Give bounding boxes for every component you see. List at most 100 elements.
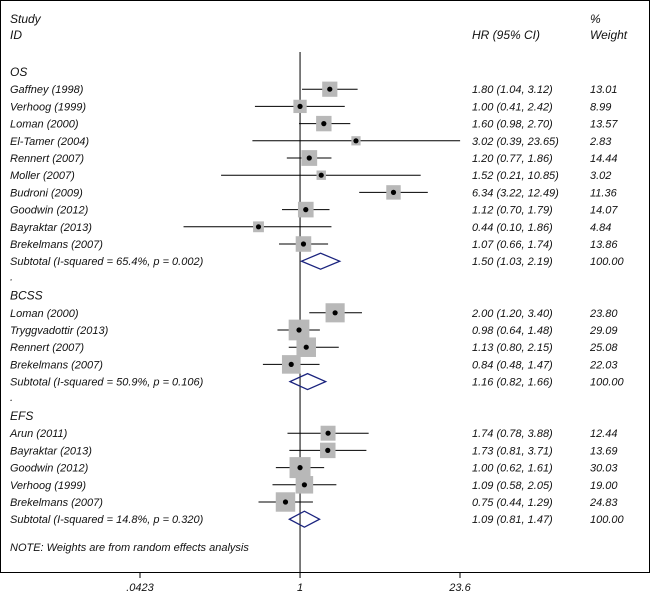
study-1-3-weight: 22.03 [589, 359, 618, 371]
study-0-2-point [321, 121, 327, 127]
study-2-3-weight: 19.00 [590, 480, 618, 492]
x-tick-label-0: .0423 [126, 582, 154, 594]
study-0-4-point [306, 155, 312, 161]
study-2-2-point [297, 465, 303, 471]
study-0-5-point [318, 172, 324, 178]
study-0-5-label: Moller (2007) [10, 170, 75, 182]
subtotal-0-ci-text: 1.50 (1.03, 2.19) [472, 256, 553, 268]
study-2-0-label: Arun (2011) [9, 428, 68, 440]
study-2-2-ci-text: 1.00 (0.62, 1.61) [472, 463, 553, 475]
study-1-3-label: Brekelmans (2007) [10, 359, 103, 371]
group-separator-1: . [10, 392, 13, 404]
header-pct: % [590, 12, 601, 26]
study-0-1-ci-text: 1.00 (0.41, 2.42) [472, 101, 553, 113]
study-1-3-ci-text: 0.84 (0.48, 1.47) [472, 359, 553, 371]
subtotal-0-diamond [299, 252, 342, 270]
group-label-bcss: BCSS [10, 289, 43, 303]
study-0-5-weight: 3.02 [590, 170, 611, 182]
study-1-0-ci-text: 2.00 (1.20, 3.40) [471, 308, 553, 320]
study-0-7-weight: 14.07 [590, 205, 618, 217]
study-0-6-ci-text: 6.34 (3.22, 12.49) [472, 187, 559, 199]
study-1-2-label: Rennert (2007) [10, 342, 84, 354]
study-2-4-ci-text: 0.75 (0.44, 1.29) [472, 497, 553, 509]
study-1-2-point [303, 344, 309, 350]
study-0-5-ci-text: 1.52 (0.21, 10.85) [472, 170, 559, 182]
study-0-6-weight: 11.36 [590, 187, 618, 199]
study-2-0-point [325, 430, 331, 436]
study-0-3-point [353, 138, 359, 144]
study-0-0-ci-text: 1.80 (1.04, 3.12) [472, 84, 553, 96]
study-2-3-point [301, 482, 308, 488]
study-0-1-point [297, 103, 303, 109]
study-0-8-weight: 4.84 [590, 222, 611, 234]
study-0-0-point [327, 86, 333, 92]
study-0-0-label: Gaffney (1998) [10, 84, 84, 96]
note-text: NOTE: Weights are from random effects an… [10, 542, 249, 554]
study-0-6-point [390, 189, 397, 195]
study-2-1-label: Bayraktar (2013) [10, 445, 92, 457]
group-separator-0: . [10, 271, 13, 283]
subtotal-0-label: Subtotal (I-squared = 65.4%, p = 0.002) [10, 256, 204, 268]
study-2-3-label: Verhoog (1999) [10, 480, 86, 492]
study-0-3-weight: 2.83 [589, 136, 612, 148]
study-0-9-weight: 13.86 [590, 239, 618, 251]
study-0-4-weight: 14.44 [590, 153, 618, 165]
study-2-1-weight: 13.69 [590, 445, 618, 457]
study-1-3-point [288, 361, 294, 367]
study-1-1-label: Tryggvadottir (2013) [10, 325, 109, 337]
study-0-6-label: Budroni (2009) [10, 187, 83, 199]
study-0-1-weight: 8.99 [590, 101, 611, 113]
study-0-3-ci-text: 3.02 (0.39, 23.65) [472, 136, 559, 148]
study-2-1-point [325, 447, 331, 453]
study-2-4-label: Brekelmans (2007) [10, 497, 103, 509]
study-2-3-ci-text: 1.09 (0.58, 2.05) [472, 480, 553, 492]
study-1-2-weight: 25.08 [589, 342, 618, 354]
study-2-2-label: Goodwin (2012) [10, 463, 89, 475]
study-0-1-label: Verhoog (1999) [10, 101, 86, 113]
study-0-4-label: Rennert (2007) [10, 153, 84, 165]
group-label-efs: EFS [10, 409, 33, 423]
study-1-0-label: Loman (2000) [10, 308, 79, 320]
study-2-0-ci-text: 1.74 (0.78, 3.88) [472, 428, 553, 440]
x-tick-label-2: 23.6 [448, 582, 471, 594]
study-1-1-weight: 29.09 [589, 325, 618, 337]
study-0-9-ci-text: 1.07 (0.66, 1.74) [472, 239, 553, 251]
study-2-4-weight: 24.83 [589, 497, 618, 509]
study-0-7-ci-text: 1.12 (0.70, 1.79) [472, 205, 553, 217]
study-0-8-point [255, 224, 262, 230]
header-weight: Weight [590, 28, 628, 42]
subtotal-2-weight: 100.00 [590, 514, 625, 526]
header-hr: HR (95% CI) [472, 28, 540, 42]
study-1-2-ci-text: 1.13 (0.80, 2.15) [472, 342, 553, 354]
subtotal-1-ci-text: 1.16 (0.82, 1.66) [472, 377, 553, 389]
study-0-0-weight: 13.01 [590, 84, 618, 96]
header-study: Study [10, 12, 42, 26]
subtotal-2-ci-text: 1.09 (0.81, 1.47) [472, 514, 553, 526]
x-tick-label-1: 1 [297, 582, 303, 594]
study-0-2-ci-text: 1.60 (0.98, 2.70) [472, 119, 553, 131]
study-1-1-point [296, 327, 302, 333]
study-0-4-ci-text: 1.20 (0.77, 1.86) [472, 153, 553, 165]
subtotal-0-weight: 100.00 [590, 256, 625, 268]
subtotal-2-diamond [287, 510, 321, 528]
study-2-1-ci-text: 1.73 (0.81, 3.71) [472, 445, 553, 457]
study-1-0-weight: 23.80 [589, 308, 618, 320]
study-2-2-weight: 30.03 [590, 463, 618, 475]
study-0-2-weight: 13.57 [590, 119, 618, 131]
subtotal-2-label: Subtotal (I-squared = 14.8%, p = 0.320) [10, 514, 204, 526]
study-0-3-label: El-Tamer (2004) [10, 136, 89, 148]
study-0-8-label: Bayraktar (2013) [10, 222, 92, 234]
study-0-7-label: Goodwin (2012) [10, 205, 89, 217]
group-label-os: OS [10, 65, 27, 79]
study-0-9-point [300, 241, 307, 247]
study-1-1-ci-text: 0.98 (0.64, 1.48) [472, 325, 553, 337]
header-id: ID [10, 28, 22, 42]
study-0-9-label: Brekelmans (2007) [10, 239, 103, 251]
subtotal-1-weight: 100.00 [590, 377, 625, 389]
subtotal-1-diamond [288, 372, 328, 391]
subtotal-1-label: Subtotal (I-squared = 50.9%, p = 0.106) [10, 377, 204, 389]
study-1-0-point [332, 310, 338, 316]
study-2-4-point [282, 499, 289, 505]
forest-rows: OS Gaffney (1998) 1.80 (1.04, 3.12) 13.01 Ve… [9, 65, 625, 528]
